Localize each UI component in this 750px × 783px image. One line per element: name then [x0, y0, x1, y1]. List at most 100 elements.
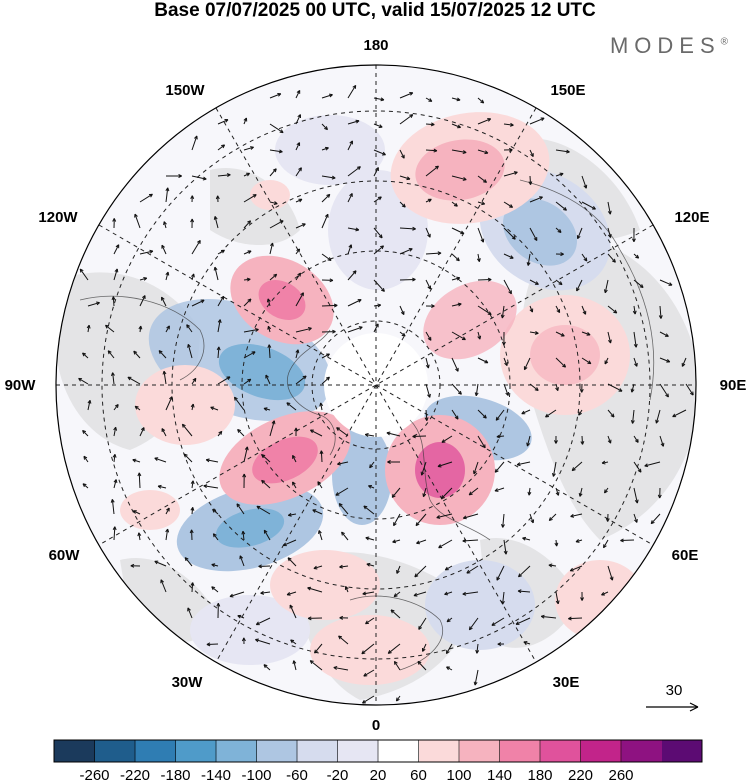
wind-vector-head	[338, 503, 343, 508]
wind-vector-head	[515, 621, 520, 625]
wind-vector	[451, 277, 460, 281]
wind-vector-head	[206, 642, 211, 647]
wind-vector-head	[533, 237, 538, 241]
wind-vector-head	[511, 235, 516, 240]
wind-vector-head	[456, 276, 461, 281]
wind-vector	[295, 223, 306, 229]
wind-vector-head	[349, 140, 353, 145]
wind-vector-head	[634, 499, 639, 504]
wind-vector	[476, 643, 479, 654]
wind-vector-head	[436, 514, 441, 519]
wind-vector	[139, 295, 146, 307]
wind-vector-head	[444, 591, 449, 596]
label-150w: 150W	[165, 82, 205, 99]
wind-vector	[307, 587, 323, 593]
wind-vector	[214, 216, 219, 229]
wind-vector-head	[475, 649, 480, 654]
wind-vector	[477, 253, 480, 262]
wind-vector-head	[178, 174, 182, 178]
wind-vector-head	[130, 563, 135, 568]
wind-vector-head	[107, 350, 112, 355]
wind-vector-head	[630, 388, 635, 393]
wind-vector-head	[307, 327, 312, 331]
wind-vector	[436, 513, 453, 519]
wind-vector	[685, 383, 694, 396]
wind-vector	[269, 242, 274, 255]
wind-vector-head	[562, 363, 567, 368]
wind-vector-head	[221, 144, 226, 149]
wind-vector	[491, 617, 505, 626]
wind-vector	[365, 537, 375, 541]
wind-vector	[607, 227, 612, 238]
wind-vector-head	[211, 586, 216, 591]
wind-vector	[314, 643, 323, 654]
wind-vector-head	[409, 114, 414, 118]
wind-vector	[113, 404, 119, 411]
wind-vector-head	[446, 666, 451, 671]
wind-vector-head	[369, 464, 373, 469]
wind-vector-head	[143, 276, 148, 281]
wind-vector	[477, 227, 484, 243]
wind-vector	[160, 579, 167, 593]
wind-vector	[422, 643, 427, 652]
wind-vector-head	[468, 626, 473, 631]
wind-vector	[415, 513, 427, 526]
wind-vector	[191, 135, 198, 151]
label-90e: 90E	[720, 377, 747, 394]
colorbar-swatch	[661, 740, 703, 762]
wind-vector-head	[427, 285, 431, 290]
wind-vector-head	[349, 193, 353, 197]
wind-vector	[163, 371, 167, 385]
wind-vector-head	[553, 440, 558, 444]
wind-vector	[503, 357, 508, 366]
colorbar-swatch	[216, 740, 257, 762]
wind-vector	[105, 324, 115, 333]
wind-vector-head	[251, 351, 256, 355]
wind-vector-head	[362, 699, 366, 704]
wind-vector	[87, 325, 90, 333]
wind-vector-head	[236, 503, 241, 508]
wind-vector	[425, 165, 439, 177]
wind-vector	[607, 305, 618, 314]
wind-vector-head	[557, 229, 562, 233]
wind-vector-head	[578, 492, 583, 497]
wind-vector-head	[169, 396, 173, 401]
label-90w: 90W	[5, 377, 37, 394]
wind-vector	[292, 455, 297, 463]
wind-vector-head	[409, 92, 414, 96]
wind-vector-head	[540, 614, 545, 619]
wind-vector-head	[433, 148, 438, 153]
wind-vector	[633, 435, 639, 443]
wind-vector	[425, 252, 442, 255]
wind-vector	[515, 617, 531, 625]
wind-vector-head	[421, 647, 426, 652]
wind-vector	[529, 227, 538, 241]
wind-vector-head	[554, 542, 559, 547]
wind-vector-head	[247, 250, 252, 254]
wind-vector-head	[226, 173, 231, 177]
wind-vector-head	[224, 119, 229, 123]
wind-vector-head	[380, 287, 385, 292]
wind-vector	[165, 396, 173, 411]
wind-vector-head	[247, 298, 252, 303]
wind-vector-head	[247, 220, 252, 225]
wind-vector-head	[530, 153, 534, 157]
wind-vector	[289, 604, 297, 619]
wind-vector	[83, 455, 89, 463]
wind-vector-head	[202, 176, 207, 181]
wind-vector-head	[400, 311, 405, 316]
wind-vector-head	[482, 414, 487, 419]
wind-vector-head	[309, 429, 314, 434]
wind-vector	[292, 481, 297, 489]
wind-vector-head	[364, 433, 369, 437]
wind-vector	[265, 374, 271, 385]
wind-vector	[295, 349, 299, 359]
wind-vector-head	[494, 468, 499, 473]
wind-vector-head	[578, 411, 582, 416]
wind-vector-head	[613, 309, 618, 314]
wind-vector	[607, 383, 623, 392]
wind-vector	[391, 487, 401, 498]
wind-vector-head	[566, 149, 570, 154]
wind-vector-head	[134, 213, 138, 218]
wind-vector-head	[243, 117, 248, 122]
